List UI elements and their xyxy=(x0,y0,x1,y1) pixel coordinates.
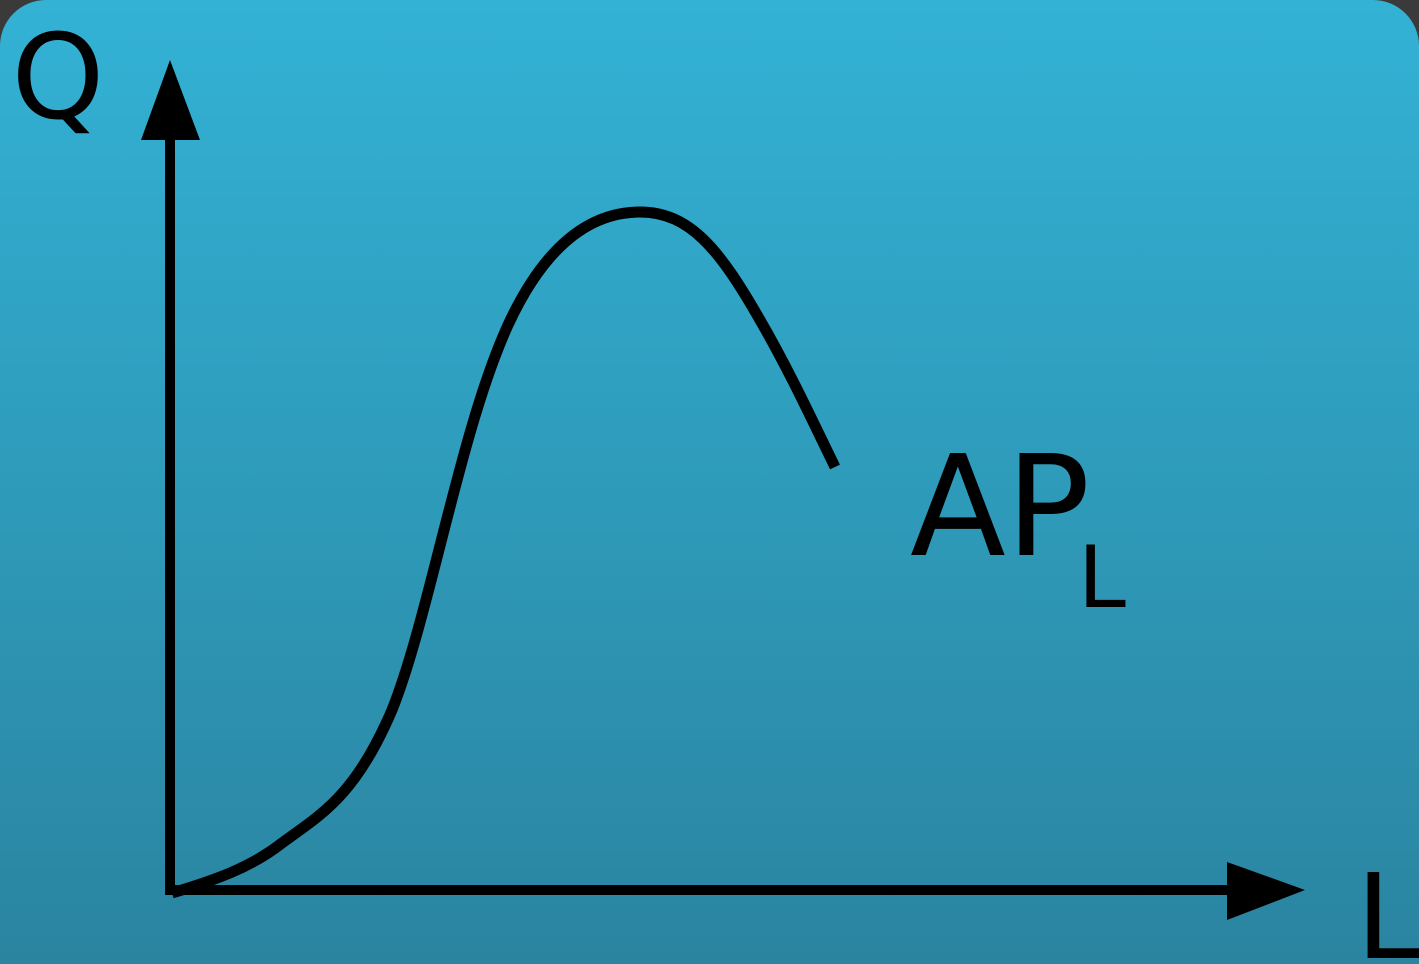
curve-label: AP xyxy=(910,426,1090,589)
apl-curve xyxy=(170,206,840,899)
y-axis-arrowhead xyxy=(141,60,200,140)
curve-label-main: AP xyxy=(910,426,1090,589)
y-axis-label: Q xyxy=(12,8,105,146)
curve-label-subscript: L xyxy=(1078,528,1126,628)
x-axis-label: L xyxy=(1356,848,1419,964)
x-axis-arrowhead xyxy=(1227,862,1305,920)
